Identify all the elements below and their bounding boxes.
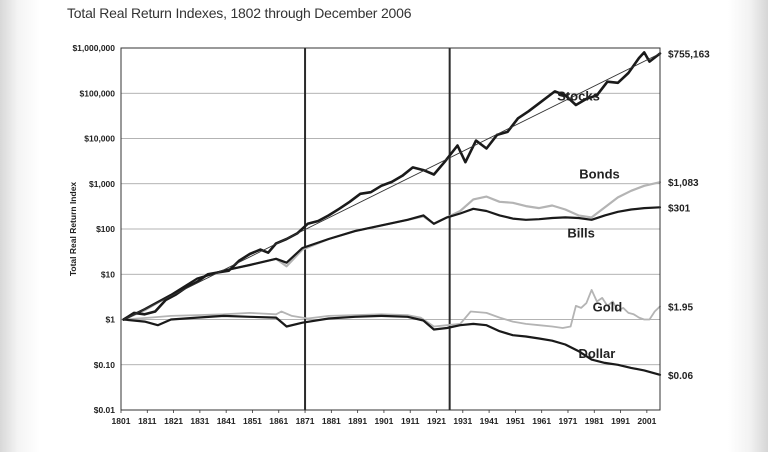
x-tick-label: 1961 bbox=[532, 416, 551, 426]
chart-title: Total Real Return Indexes, 1802 through … bbox=[67, 5, 412, 21]
series-line-stocks bbox=[122, 51, 662, 321]
y-axis-label: Total Real Return Index bbox=[68, 182, 78, 277]
x-tick-label: 1841 bbox=[217, 416, 236, 426]
x-tick-label: 1901 bbox=[374, 416, 393, 426]
y-axis-ticks: $0.01 $0.10 $1 $10 $100 $1,000 $10,000 $100,000… bbox=[72, 43, 115, 415]
x-tick-label: 1931 bbox=[453, 416, 472, 426]
y-tick-label: $0.10 bbox=[94, 360, 116, 370]
x-tick-label: 1811 bbox=[138, 416, 157, 426]
plot-area bbox=[120, 47, 661, 411]
series-end-value-stocks: $755,163 bbox=[668, 50, 710, 61]
series-end-value-dollar: $0.06 bbox=[668, 371, 693, 382]
x-tick-label: 1831 bbox=[190, 416, 209, 426]
x-axis-ticks: 1801 1811 1821 1831 1841 1851 1861 1871 1881 1891… bbox=[112, 410, 657, 426]
series-name-stocks: Stocks bbox=[557, 88, 600, 103]
x-tick-label: 1941 bbox=[480, 416, 499, 426]
series-name-gold: Gold bbox=[593, 300, 623, 315]
x-tick-label: 2001 bbox=[637, 416, 656, 426]
y-tick-label: $1,000 bbox=[89, 179, 115, 189]
y-tick-label: $100 bbox=[96, 224, 115, 234]
series-name-dollar: Dollar bbox=[578, 346, 615, 361]
series-name-bills: Bills bbox=[567, 225, 594, 240]
series-end-value-bills: $301 bbox=[668, 203, 691, 214]
x-tick-label: 1911 bbox=[401, 416, 420, 426]
y-tick-label: $1,000,000 bbox=[72, 43, 115, 53]
stocks-trend-line bbox=[123, 53, 661, 320]
y-tick-label: $100,000 bbox=[80, 88, 116, 98]
y-tick-label: $10 bbox=[101, 269, 115, 279]
series-line-bonds bbox=[122, 181, 662, 321]
series-labels: Stocks $755,163 Bonds $1,083 Bills $301 Gold $1… bbox=[557, 50, 710, 382]
series-name-bonds: Bonds bbox=[579, 167, 619, 182]
x-tick-label: 1851 bbox=[243, 416, 262, 426]
x-tick-label: 1881 bbox=[322, 416, 341, 426]
y-tick-label: $10,000 bbox=[84, 134, 115, 144]
y-tick-label: $1 bbox=[106, 315, 116, 325]
x-tick-label: 1821 bbox=[164, 416, 183, 426]
x-tick-label: 1991 bbox=[611, 416, 630, 426]
y-tick-label: $0.01 bbox=[94, 405, 116, 415]
x-tick-label: 1871 bbox=[296, 416, 315, 426]
x-tick-label: 1861 bbox=[269, 416, 288, 426]
x-tick-label: 1921 bbox=[427, 416, 446, 426]
x-tick-label: 1971 bbox=[559, 416, 578, 426]
series-lines bbox=[122, 51, 662, 376]
series-line-bills bbox=[122, 206, 662, 321]
series-line-gold bbox=[122, 288, 661, 329]
x-tick-label: 1981 bbox=[585, 416, 604, 426]
series-line-dollar bbox=[122, 314, 662, 376]
x-tick-label: 1951 bbox=[506, 416, 525, 426]
vertical-markers bbox=[304, 48, 451, 410]
series-end-value-bonds: $1,083 bbox=[668, 178, 699, 189]
series-end-value-gold: $1.95 bbox=[668, 302, 693, 313]
x-tick-label: 1801 bbox=[112, 416, 131, 426]
x-tick-label: 1891 bbox=[348, 416, 367, 426]
